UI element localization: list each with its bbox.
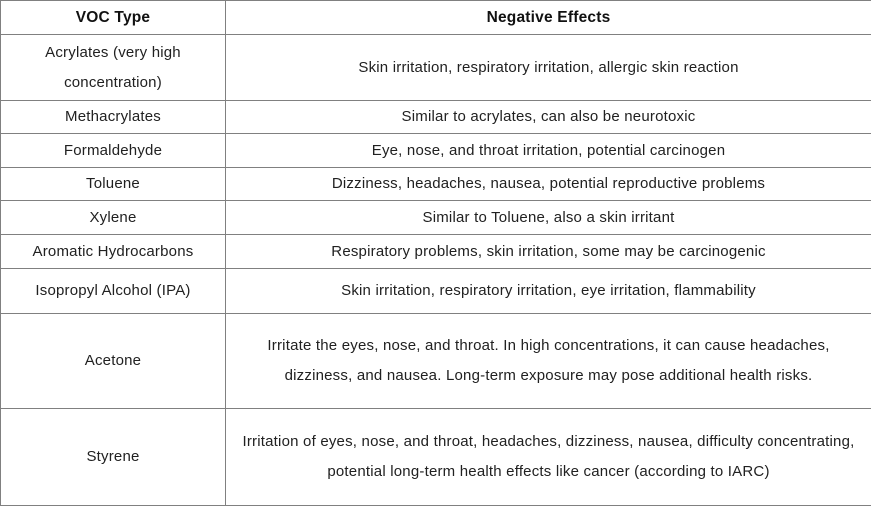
- cell-voc-type: Acrylates (very high concentration): [1, 35, 226, 101]
- cell-negative-effects: Similar to Toluene, also a skin irritant: [226, 201, 871, 235]
- header-cell-voc-type: VOC Type: [1, 1, 226, 35]
- cell-voc-type: Toluene: [1, 168, 226, 201]
- cell-voc-type: Acetone: [1, 314, 226, 409]
- cell-voc-type: Methacrylates: [1, 101, 226, 134]
- cell-negative-effects: Irritation of eyes, nose, and throat, he…: [226, 409, 871, 506]
- table-row: Toluene Dizziness, headaches, nausea, po…: [1, 168, 871, 201]
- cell-negative-effects: Skin irritation, respiratory irritation,…: [226, 269, 871, 314]
- cell-voc-type: Isopropyl Alcohol (IPA): [1, 269, 226, 314]
- cell-negative-effects: Skin irritation, respiratory irritation,…: [226, 35, 871, 101]
- cell-voc-type: Styrene: [1, 409, 226, 506]
- header-row: VOC Type Negative Effects: [1, 1, 871, 35]
- cell-negative-effects: Eye, nose, and throat irritation, potent…: [226, 134, 871, 168]
- cell-negative-effects: Dizziness, headaches, nausea, potential …: [226, 168, 871, 201]
- header-cell-negative-effects: Negative Effects: [226, 1, 871, 35]
- cell-negative-effects: Respiratory problems, skin irritation, s…: [226, 235, 871, 269]
- table-row: Methacrylates Similar to acrylates, can …: [1, 101, 871, 134]
- table-row: Xylene Similar to Toluene, also a skin i…: [1, 201, 871, 235]
- cell-voc-type: Aromatic Hydrocarbons: [1, 235, 226, 269]
- table-row: Styrene Irritation of eyes, nose, and th…: [1, 409, 871, 506]
- cell-voc-type: Xylene: [1, 201, 226, 235]
- cell-negative-effects: Similar to acrylates, can also be neurot…: [226, 101, 871, 134]
- table-row: Acetone Irritate the eyes, nose, and thr…: [1, 314, 871, 409]
- table-row: Formaldehyde Eye, nose, and throat irrit…: [1, 134, 871, 168]
- cell-negative-effects: Irritate the eyes, nose, and throat. In …: [226, 314, 871, 409]
- table-row: Isopropyl Alcohol (IPA) Skin irritation,…: [1, 269, 871, 314]
- cell-voc-type: Formaldehyde: [1, 134, 226, 168]
- table-row: Aromatic Hydrocarbons Respiratory proble…: [1, 235, 871, 269]
- table-row: Acrylates (very high concentration) Skin…: [1, 35, 871, 101]
